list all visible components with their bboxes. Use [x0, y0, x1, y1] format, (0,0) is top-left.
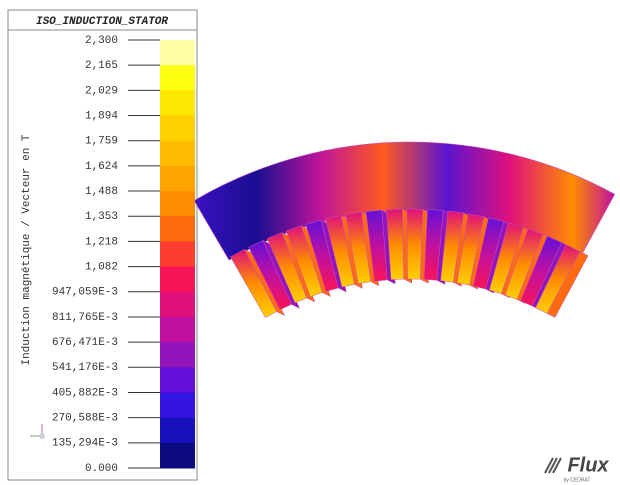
tooth — [365, 209, 388, 282]
level-label: 1,353 — [85, 211, 118, 223]
tooth — [285, 225, 323, 297]
color-band — [160, 266, 195, 293]
color-band — [160, 442, 195, 469]
tooth — [266, 232, 308, 304]
tooth — [305, 219, 339, 292]
color-band — [160, 291, 195, 318]
level-label: 2,300 — [85, 35, 118, 47]
level-label: 135,294E-3 — [52, 438, 118, 450]
tooth — [230, 249, 277, 318]
logo-subtitle: by CEDRAT — [564, 477, 591, 483]
level-label: 1,082 — [85, 261, 118, 273]
tooth — [406, 208, 424, 280]
color-band — [160, 241, 195, 268]
tooth — [440, 210, 464, 283]
color-band — [160, 90, 195, 117]
tooth — [520, 235, 563, 307]
tooth — [345, 212, 372, 284]
level-label: 676,471E-3 — [52, 337, 118, 349]
level-label: 1,759 — [85, 136, 118, 148]
tooth — [248, 240, 292, 311]
axis-triad — [30, 424, 45, 439]
tooth — [386, 208, 405, 280]
tooth — [504, 228, 544, 300]
color-band — [160, 115, 195, 142]
quantity-label: Induction magnétique / Vecteur en T — [21, 134, 33, 365]
level-label: 811,765E-3 — [52, 312, 118, 324]
color-band — [160, 65, 195, 91]
logo-icon — [544, 457, 562, 474]
level-label: 2,165 — [85, 60, 118, 72]
level-label: 1,488 — [85, 186, 118, 198]
color-band — [160, 392, 195, 419]
color-band — [160, 316, 195, 343]
color-band — [160, 165, 195, 192]
level-label: 1,218 — [85, 236, 118, 248]
color-band — [160, 40, 195, 66]
tooth — [325, 215, 355, 288]
level-label: 1,624 — [85, 161, 118, 173]
legend-title: ISO_INDUCTION_STATOR — [36, 16, 168, 28]
level-label: 2,029 — [85, 85, 118, 97]
level-label: 0.000 — [85, 463, 118, 475]
color-band — [160, 342, 195, 368]
tooth — [535, 244, 581, 314]
tooth — [456, 213, 485, 286]
color-band — [160, 417, 195, 444]
tooth — [423, 209, 444, 281]
color-band — [160, 216, 195, 242]
level-label: 1,894 — [85, 110, 118, 122]
color-band — [160, 191, 195, 217]
tooth — [488, 222, 524, 295]
level-label: 541,176E-3 — [52, 362, 118, 374]
tooth — [472, 217, 505, 290]
stator-plot — [193, 141, 616, 318]
color-band — [160, 140, 195, 167]
level-label: 405,882E-3 — [52, 387, 118, 399]
color-band — [160, 367, 195, 393]
logo-name: Flux — [567, 454, 609, 476]
level-label: 947,059E-3 — [52, 287, 118, 299]
level-label: 270,588E-3 — [52, 413, 118, 425]
